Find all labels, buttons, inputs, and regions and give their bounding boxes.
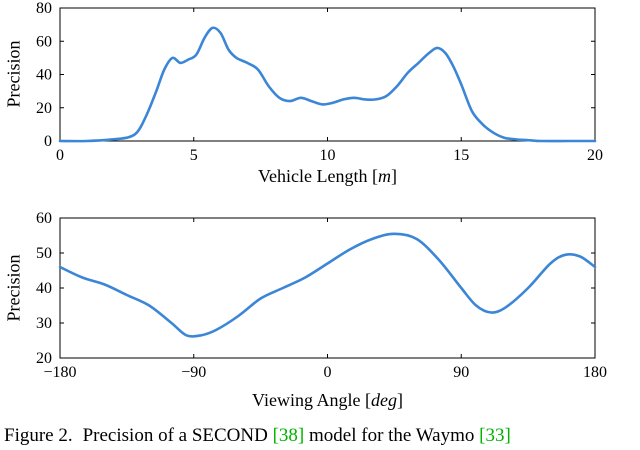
- caption-label: Figure 2.: [4, 425, 73, 446]
- caption-text-2: model for the Waymo: [304, 425, 480, 446]
- x-axis-label-unit: m: [377, 166, 391, 186]
- x-axis-label: Viewing Angle [deg]: [60, 390, 595, 411]
- y-tick-label: 80: [36, 0, 52, 17]
- viewing-angle-chart: −180 −90 0 90 180 20 30 40 50 60 Precision Viewin…: [0, 210, 640, 410]
- y-axis-label: Precision: [3, 254, 24, 322]
- plot-frame: [59, 217, 596, 359]
- viewing-angle-plot-svg: −180 −90 0 90 180 20 30 40 50 60: [36, 210, 607, 381]
- citation-38-link[interactable]: [38]: [272, 425, 305, 446]
- x-tick-label: 10: [320, 147, 336, 164]
- y-tick-label: 20: [36, 350, 52, 367]
- x-tick-label: −90: [181, 364, 206, 381]
- figure-caption: Figure 2. Precision of a SECOND [38] mode…: [4, 424, 640, 448]
- y-tick-label: 40: [36, 67, 52, 84]
- x-tick-label: 5: [190, 147, 198, 164]
- vehicle-length-chart: 0 5 10 15 20 0 20 40 60 80 Precision Vehicle Leng…: [0, 0, 640, 200]
- precision-curve: [58, 232, 597, 338]
- x-axis-label-text: Vehicle Length [: [258, 166, 378, 186]
- x-axis-label-close: ]: [390, 166, 397, 186]
- x-tick-label: 0: [56, 147, 64, 164]
- precision-curve: [58, 26, 597, 143]
- y-tick-label: 60: [36, 33, 52, 50]
- x-tick-label: 90: [453, 364, 469, 381]
- x-tick-label: 180: [583, 364, 607, 381]
- x-axis-label: Vehicle Length [m]: [60, 166, 595, 187]
- y-tick-label: 60: [36, 210, 52, 227]
- caption-text-1: Precision of a SECOND: [82, 425, 273, 446]
- plot-frame: [59, 7, 596, 142]
- x-tick-label: 0: [324, 364, 332, 381]
- vehicle-length-plot-svg: 0 5 10 15 20 0 20 40 60 80: [36, 0, 603, 164]
- x-tick-label: −180: [43, 364, 76, 381]
- y-tick-label: 0: [44, 133, 52, 150]
- x-axis-label-unit: deg: [370, 390, 397, 410]
- x-axis-label-close: ]: [396, 390, 403, 410]
- y-tick-label: 30: [36, 315, 52, 332]
- y-axis-label: Precision: [3, 40, 24, 108]
- x-tick-label: 20: [587, 147, 603, 164]
- x-tick-label: 15: [453, 147, 469, 164]
- y-tick-label: 40: [36, 280, 52, 297]
- y-tick-label: 50: [36, 245, 52, 262]
- citation-33-link[interactable]: [33]: [479, 425, 511, 446]
- x-axis-label-text: Viewing Angle [: [252, 390, 371, 410]
- y-tick-label: 20: [36, 100, 52, 117]
